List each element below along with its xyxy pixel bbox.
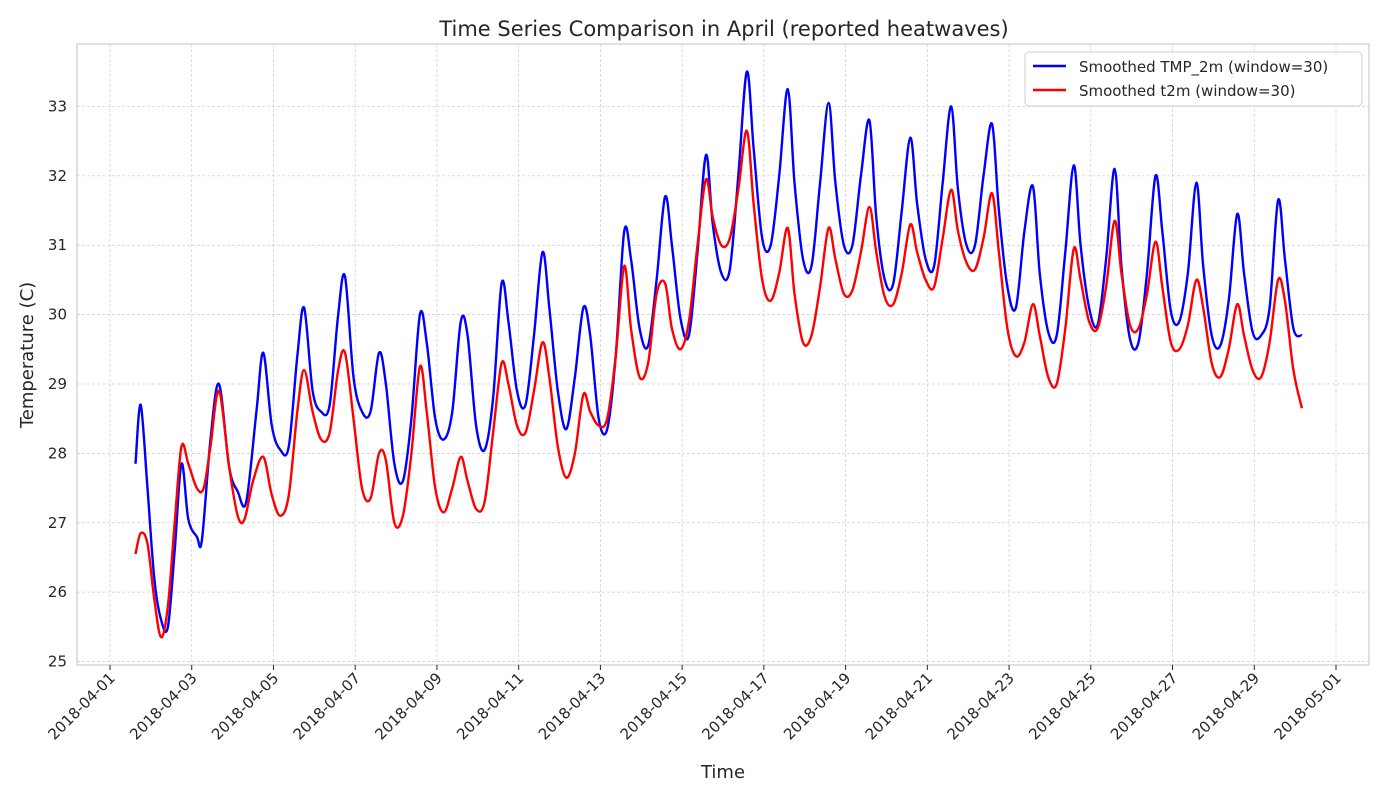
y-tick-label: 29 xyxy=(48,375,67,393)
plot-area xyxy=(76,43,1370,666)
series-line-t2m xyxy=(134,129,1304,639)
chart-title: Time Series Comparison in April (reporte… xyxy=(438,17,1008,41)
series-layer xyxy=(134,70,1304,639)
legend-label-tmp2m: Smoothed TMP_2m (window=30) xyxy=(1079,58,1328,77)
y-axis-label: Temperature (C) xyxy=(17,282,38,429)
y-tick-label: 33 xyxy=(48,97,67,115)
legend-box xyxy=(1024,51,1363,107)
y-tick-label: 32 xyxy=(48,167,67,185)
y-tick-label: 30 xyxy=(48,306,67,324)
y-tick-label: 25 xyxy=(48,653,67,671)
gridlines xyxy=(77,44,1369,665)
y-tick-label: 31 xyxy=(48,236,67,254)
y-tick-label: 27 xyxy=(48,514,67,532)
y-axis-ticks: 25 26 27 28 29 30 31 32 33 xyxy=(48,97,67,670)
y-tick-label: 28 xyxy=(48,444,67,462)
legend-label-t2m: Smoothed t2m (window=30) xyxy=(1079,82,1295,100)
legend: Smoothed TMP_2m (window=30) Smoothed t2m… xyxy=(1024,51,1363,107)
x-axis-label: Time xyxy=(700,762,745,783)
series-line-tmp2m xyxy=(134,70,1303,634)
y-tick-label: 26 xyxy=(48,583,67,601)
plot-frame xyxy=(76,43,1370,666)
